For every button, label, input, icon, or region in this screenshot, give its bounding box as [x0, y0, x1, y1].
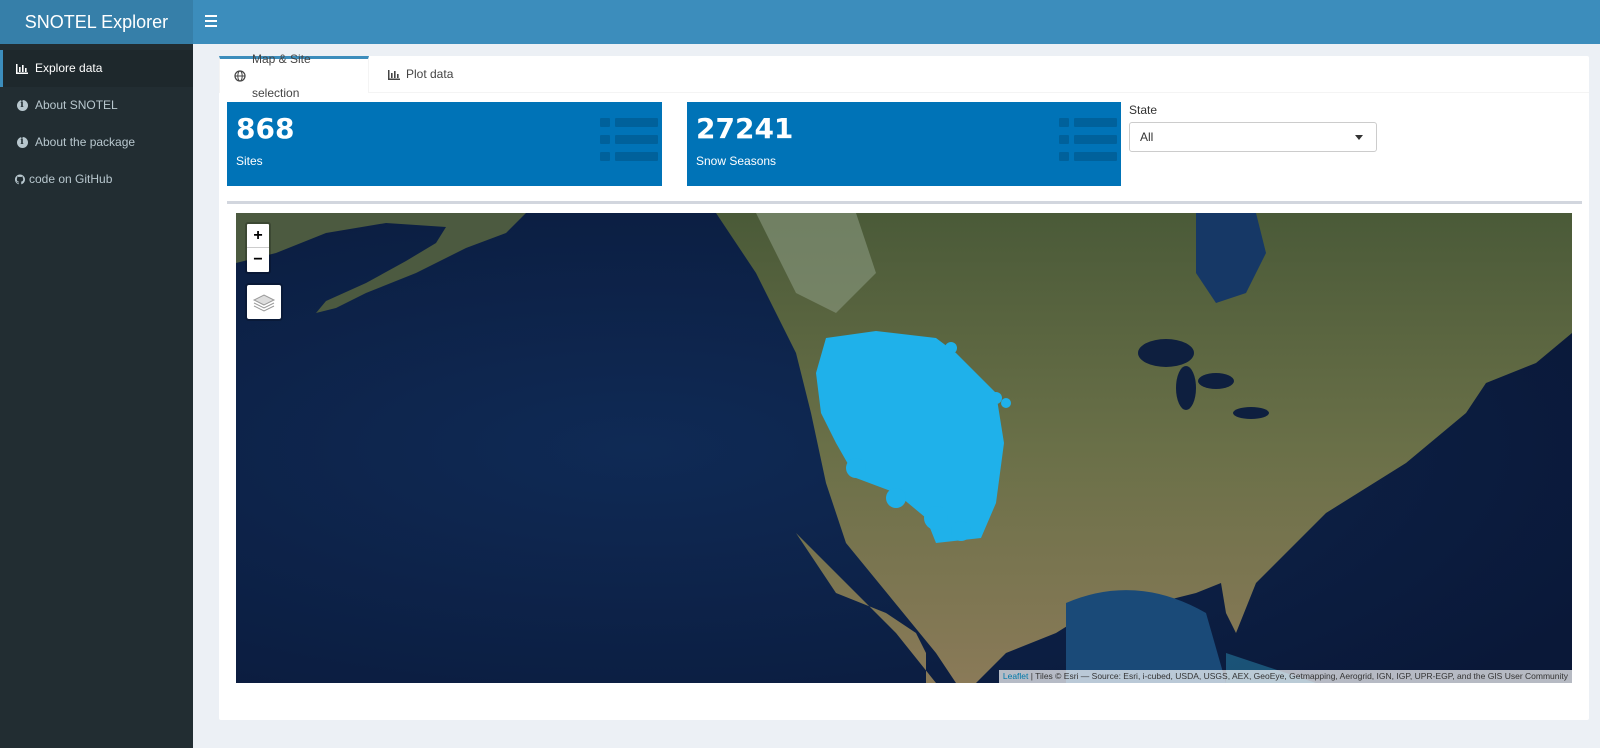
- main-content: Map & Site selection Plot data 868 Sites…: [193, 44, 1600, 748]
- value-box-snow-seasons: 27241 Snow Seasons: [687, 102, 1121, 186]
- zoom-in-button[interactable]: +: [247, 224, 269, 248]
- snotel-site-markers: [816, 331, 1011, 543]
- state-select[interactable]: All: [1129, 122, 1377, 152]
- list-icon: [1059, 118, 1117, 161]
- sites-label: Sites: [236, 154, 263, 168]
- tab-bar: Map & Site selection Plot data: [219, 52, 1589, 100]
- github-icon: [15, 173, 25, 187]
- bar-chart-icon: [388, 69, 400, 80]
- sidebar-item-label: code on GitHub: [29, 172, 113, 186]
- tab-box: Map & Site selection Plot data 868 Sites…: [219, 52, 1589, 720]
- leaflet-link[interactable]: Leaflet: [1002, 671, 1029, 681]
- attribution-text: | Tiles © Esri — Source: Esri, i-cubed, …: [1028, 671, 1568, 681]
- zoom-control: + −: [245, 222, 271, 274]
- state-select-value: All: [1140, 130, 1154, 144]
- info-circle-icon: i: [15, 136, 29, 150]
- map-attribution: Leaflet | Tiles © Esri — Source: Esri, i…: [998, 670, 1572, 683]
- tab-plot-data[interactable]: Plot data: [374, 56, 467, 93]
- snow-seasons-label: Snow Seasons: [696, 154, 777, 168]
- value-box-sites: 868 Sites: [227, 102, 662, 186]
- layers-button[interactable]: [245, 283, 283, 321]
- state-filter-label: State: [1129, 103, 1158, 117]
- globe-icon: [234, 70, 246, 82]
- map-view[interactable]: + − Leaflet | Tiles © Esri — Source: Esr…: [236, 213, 1572, 683]
- layers-icon: [252, 294, 276, 312]
- app-logo[interactable]: SNOTEL Explorer: [0, 0, 193, 44]
- sidebar-item-label: Explore data: [35, 61, 103, 75]
- divider: [227, 201, 1582, 204]
- sidebar-item-about-snotel[interactable]: i About SNOTEL: [0, 87, 193, 124]
- zoom-out-button[interactable]: −: [253, 251, 263, 268]
- tab-label: Plot data: [406, 67, 454, 81]
- snow-seasons-count: 27241: [696, 112, 794, 145]
- sidebar-item-label: About the package: [35, 135, 136, 149]
- list-icon: [600, 118, 658, 161]
- bar-chart-icon: [15, 62, 29, 76]
- sidebar-item-label: About SNOTEL: [35, 98, 118, 112]
- tab-map-site-selection[interactable]: Map & Site selection: [219, 52, 369, 100]
- sidebar-toggle-icon[interactable]: [200, 12, 222, 32]
- sites-count: 868: [236, 112, 295, 145]
- tab-label: Map & Site selection: [252, 52, 311, 100]
- sidebar-item-about-package[interactable]: i About the package: [0, 124, 193, 161]
- caret-down-icon: [1355, 135, 1363, 140]
- sidebar: Explore data i About SNOTEL i About the …: [0, 44, 193, 748]
- sidebar-item-github[interactable]: code on GitHub: [0, 161, 193, 198]
- sidebar-item-explore-data[interactable]: Explore data: [0, 50, 193, 87]
- app-header: SNOTEL Explorer: [0, 0, 1600, 44]
- info-circle-icon: i: [15, 99, 29, 113]
